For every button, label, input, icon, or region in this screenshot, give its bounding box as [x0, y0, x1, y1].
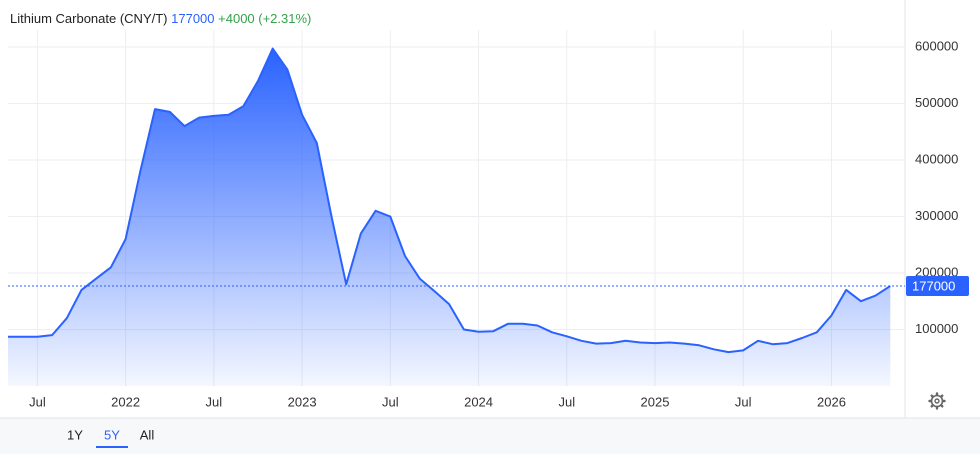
range-bar	[0, 418, 980, 454]
chart-title: Lithium Carbonate (CNY/T)	[10, 11, 168, 26]
y-tick-label: 400000	[915, 151, 958, 166]
y-tick-label: 300000	[915, 208, 958, 223]
chart-header: Lithium Carbonate (CNY/T) 177000 +4000 (…	[10, 11, 311, 26]
x-tick-label: 2022	[111, 394, 140, 409]
last-price-label: 177000	[912, 278, 955, 293]
area-fill	[8, 48, 891, 386]
y-tick-label: 100000	[915, 321, 958, 336]
header-change: +4000 (+2.31%)	[218, 11, 311, 26]
x-tick-label: 2023	[288, 394, 317, 409]
range-button[interactable]: 1Y	[67, 427, 83, 442]
x-tick-label: Jul	[206, 394, 223, 409]
x-tick-label: 2026	[817, 394, 846, 409]
x-tick-label: 2024	[464, 394, 493, 409]
x-tick-label: Jul	[558, 394, 575, 409]
range-button[interactable]: All	[140, 427, 155, 442]
header-price: 177000	[171, 11, 214, 26]
x-tick-label: Jul	[735, 394, 752, 409]
y-tick-label: 500000	[915, 95, 958, 110]
settings-icon[interactable]	[928, 392, 946, 410]
price-line	[8, 47, 891, 354]
last-price-box	[906, 275, 969, 296]
y-tick-label: 200000	[915, 264, 958, 279]
range-button[interactable]: 5Y	[104, 427, 120, 442]
x-tick-label: Jul	[382, 394, 399, 409]
x-tick-label: Jul	[29, 394, 46, 409]
x-tick-label: 2025	[641, 394, 670, 409]
y-tick-label: 600000	[915, 38, 958, 53]
